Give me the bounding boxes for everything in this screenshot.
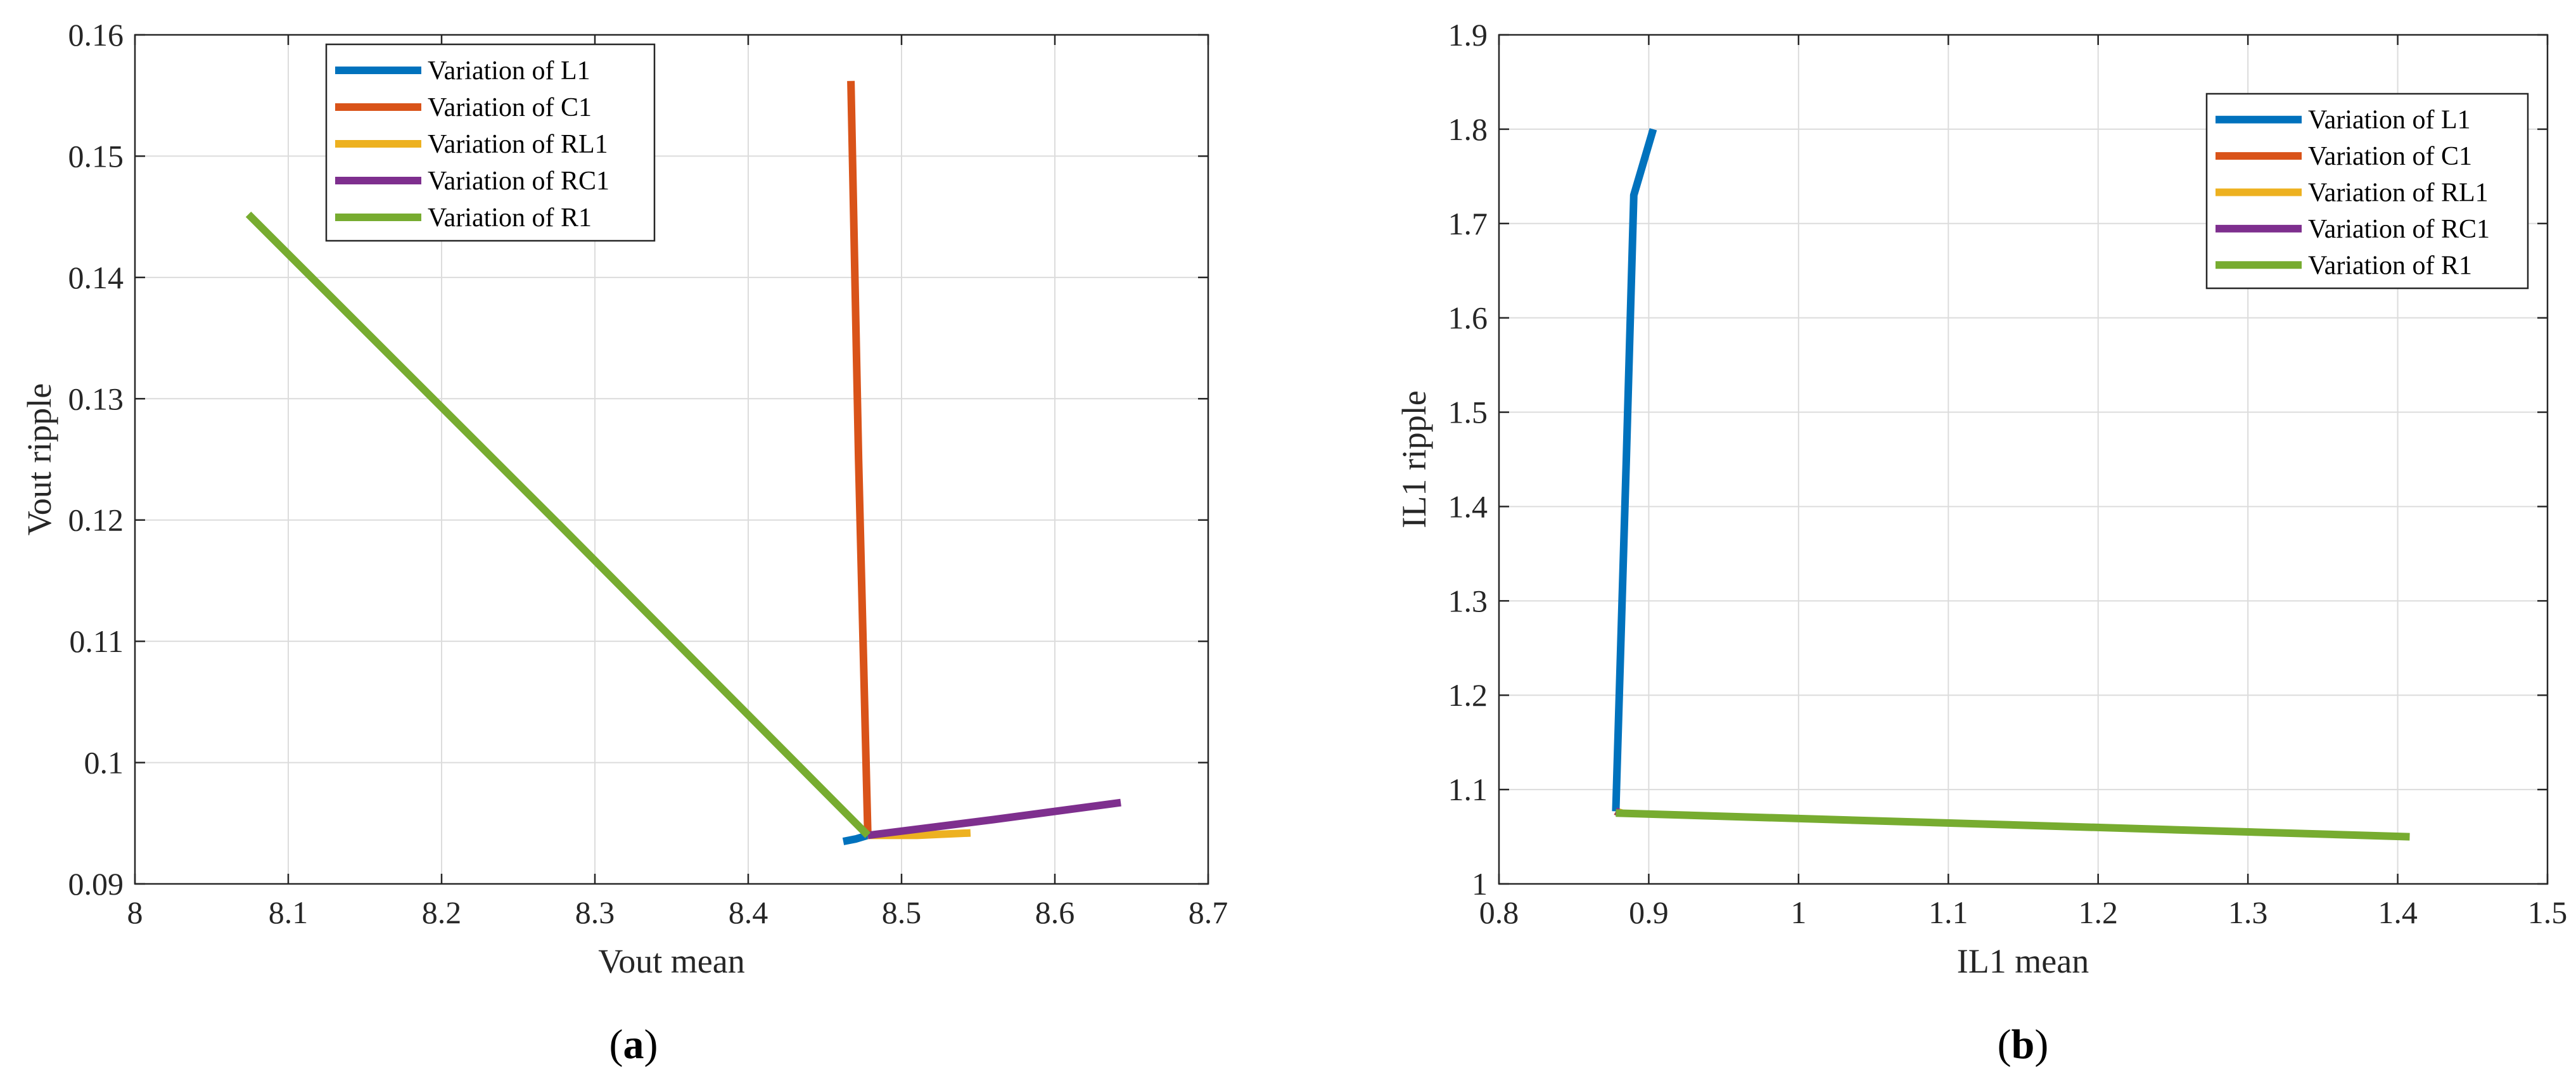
x-tick-label: 8 [127, 895, 143, 930]
legend-label: Variation of L1 [2308, 106, 2471, 135]
series-b [1612, 128, 2410, 841]
y-tick-label: 1 [1472, 866, 1488, 902]
y-axis-title-b: IL1 ripple [1395, 390, 1433, 528]
y-tick-label: 1.3 [1448, 583, 1488, 618]
x-tick-label: 8.7 [1189, 895, 1228, 930]
x-tick-label: 8.3 [575, 895, 615, 930]
x-tick-label: 1.2 [2078, 895, 2118, 930]
x-tick-label: 1.5 [2528, 895, 2568, 930]
grid-a [134, 34, 1209, 885]
y-tick-label: 0.1 [84, 745, 124, 781]
caption-b: (b) [1998, 1021, 2049, 1068]
y-tick-label: 1.5 [1448, 395, 1488, 430]
y-tick-label: 1.8 [1448, 112, 1488, 147]
legend-label: Variation of R1 [2308, 251, 2472, 280]
legend-label: Variation of R1 [428, 203, 592, 233]
caption-a-letter: a [623, 1021, 644, 1068]
x-tick-label: 1.3 [2228, 895, 2268, 930]
series-line-r1 [245, 212, 871, 838]
legend-a: Variation of L1 Variation of C1 Variation … [325, 43, 656, 242]
legend-label: Variation of RL1 [428, 130, 608, 159]
ticks-a: 8 8.1 8.2 8.3 8.4 8.5 8.6 8.7 0.09 0.1 0.11 0.12 0.1… [68, 17, 1228, 930]
y-tick-label: 1.2 [1448, 677, 1488, 713]
x-tick-label: 1.1 [1929, 895, 1968, 930]
legend-b: Variation of L1 Variation of C1 Variation … [2205, 93, 2529, 290]
y-tick-label: 0.14 [68, 260, 124, 295]
legend-label: Variation of C1 [428, 93, 592, 122]
x-axis-title-b: IL1 mean [1957, 942, 2089, 980]
caption-b-letter: b [2012, 1021, 2035, 1068]
x-tick-label: 0.8 [1479, 895, 1519, 930]
x-tick-label: 1 [1790, 895, 1806, 930]
y-tick-label: 0.13 [68, 381, 124, 416]
x-axis-title-a: Vout mean [598, 942, 744, 980]
y-tick-label: 0.15 [68, 138, 124, 174]
y-tick-label: 1.1 [1448, 772, 1488, 807]
series-line-rc1 [867, 798, 1121, 840]
y-tick-label: 1.4 [1448, 489, 1488, 524]
chart-panel-b: 0.8 0.9 1 1.1 1.2 1.3 1.4 1.5 1 1.1 1.2 1.3 1.4 1.5 1.… [1395, 17, 2567, 1068]
caption-a: (a) [609, 1021, 658, 1068]
legend-label: Variation of RC1 [2308, 215, 2490, 244]
x-tick-label: 8.1 [269, 895, 309, 930]
y-tick-label: 1.7 [1448, 206, 1488, 241]
legend-label: Variation of L1 [428, 56, 590, 86]
x-tick-label: 1.4 [2378, 895, 2418, 930]
y-tick-label: 0.09 [68, 866, 124, 902]
plot-area-b [1498, 34, 2549, 885]
y-tick-label: 1.9 [1448, 17, 1488, 53]
y-axis-title-a: Vout ripple [20, 383, 58, 536]
x-tick-label: 8.4 [729, 895, 768, 930]
chart-panel-a: 8 8.1 8.2 8.3 8.4 8.5 8.6 8.7 0.09 0.1 0.11 0.12 0.1… [20, 17, 1228, 1068]
y-tick-label: 0.12 [68, 502, 124, 538]
x-tick-label: 8.6 [1035, 895, 1075, 930]
x-tick-label: 8.2 [422, 895, 462, 930]
legend-label: Variation of C1 [2308, 142, 2472, 171]
legend-label: Variation of RC1 [428, 167, 609, 196]
y-tick-label: 1.6 [1448, 300, 1488, 336]
x-tick-label: 8.5 [882, 895, 922, 930]
x-tick-label: 0.9 [1629, 895, 1669, 930]
plot-area-a [134, 34, 1209, 885]
series-a [245, 80, 1121, 845]
series-line-l1 [1612, 128, 1657, 812]
ticks-b: 0.8 0.9 1 1.1 1.2 1.3 1.4 1.5 1 1.1 1.2 1.3 1.4 1.5 1.… [1448, 17, 2568, 930]
y-tick-label: 0.11 [69, 623, 124, 659]
y-tick-label: 0.16 [68, 17, 124, 53]
legend-label: Variation of RL1 [2308, 179, 2489, 208]
series-line-r1 [1616, 809, 2410, 841]
series-line-c1 [847, 80, 872, 836]
